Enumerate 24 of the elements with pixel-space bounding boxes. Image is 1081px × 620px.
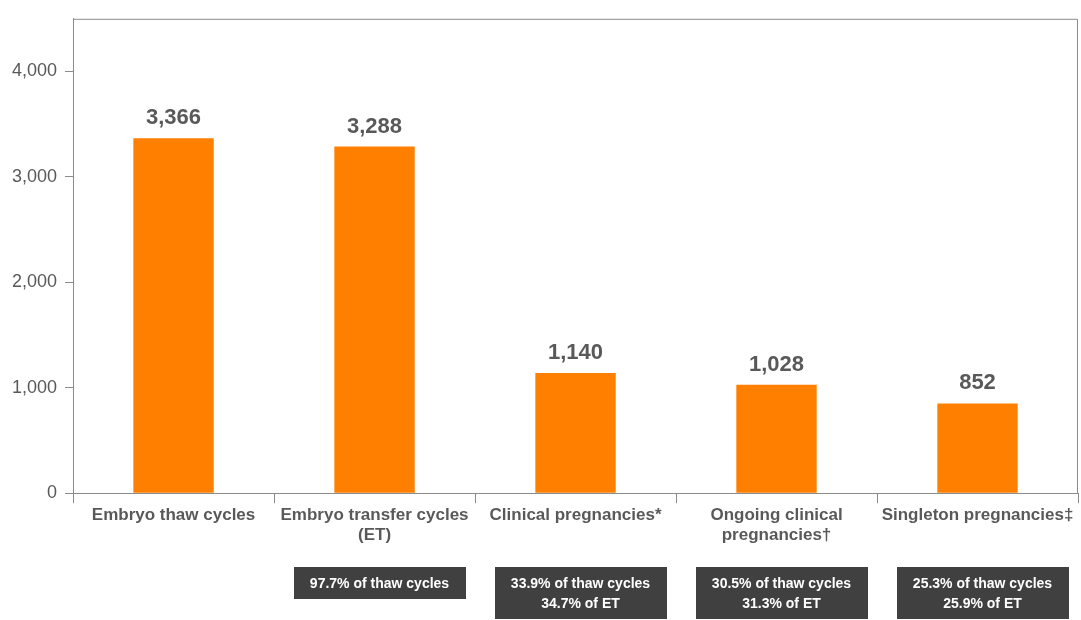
note-box: 33.9% of thaw cycles 34.7% of ET: [494, 567, 667, 619]
x-tick-label: Ongoing clinical pregnancies†: [710, 505, 843, 545]
data-label: 852: [959, 369, 996, 395]
note-box: 97.7% of thaw cycles: [293, 567, 466, 599]
bar: [334, 146, 415, 493]
bar: [937, 403, 1018, 493]
data-label: 3,288: [347, 112, 403, 138]
x-tick-label: Embryo transfer cycles (ET): [280, 505, 469, 545]
x-tick-label: Clinical pregnancies*: [489, 505, 662, 525]
y-tick-label: 3,000: [12, 165, 58, 186]
bar: [736, 384, 817, 493]
x-tick-label: Embryo thaw cycles: [91, 505, 256, 525]
y-tick-label: 0: [47, 482, 58, 503]
bar: [133, 138, 214, 493]
y-tick-label: 4,000: [12, 60, 58, 81]
note-box: 25.3% of thaw cycles 25.9% of ET: [896, 567, 1069, 619]
data-label: 3,366: [146, 104, 202, 130]
data-label: 1,028: [748, 350, 805, 376]
y-tick-label: 1,000: [12, 376, 58, 397]
y-tick-label: 2,000: [12, 271, 58, 292]
data-label: 1,140: [547, 339, 604, 365]
note-box: 30.5% of thaw cycles 31.3% of ET: [695, 567, 868, 619]
bar: [535, 373, 616, 493]
x-tick-label: Singleton pregnancies‡: [881, 505, 1074, 525]
